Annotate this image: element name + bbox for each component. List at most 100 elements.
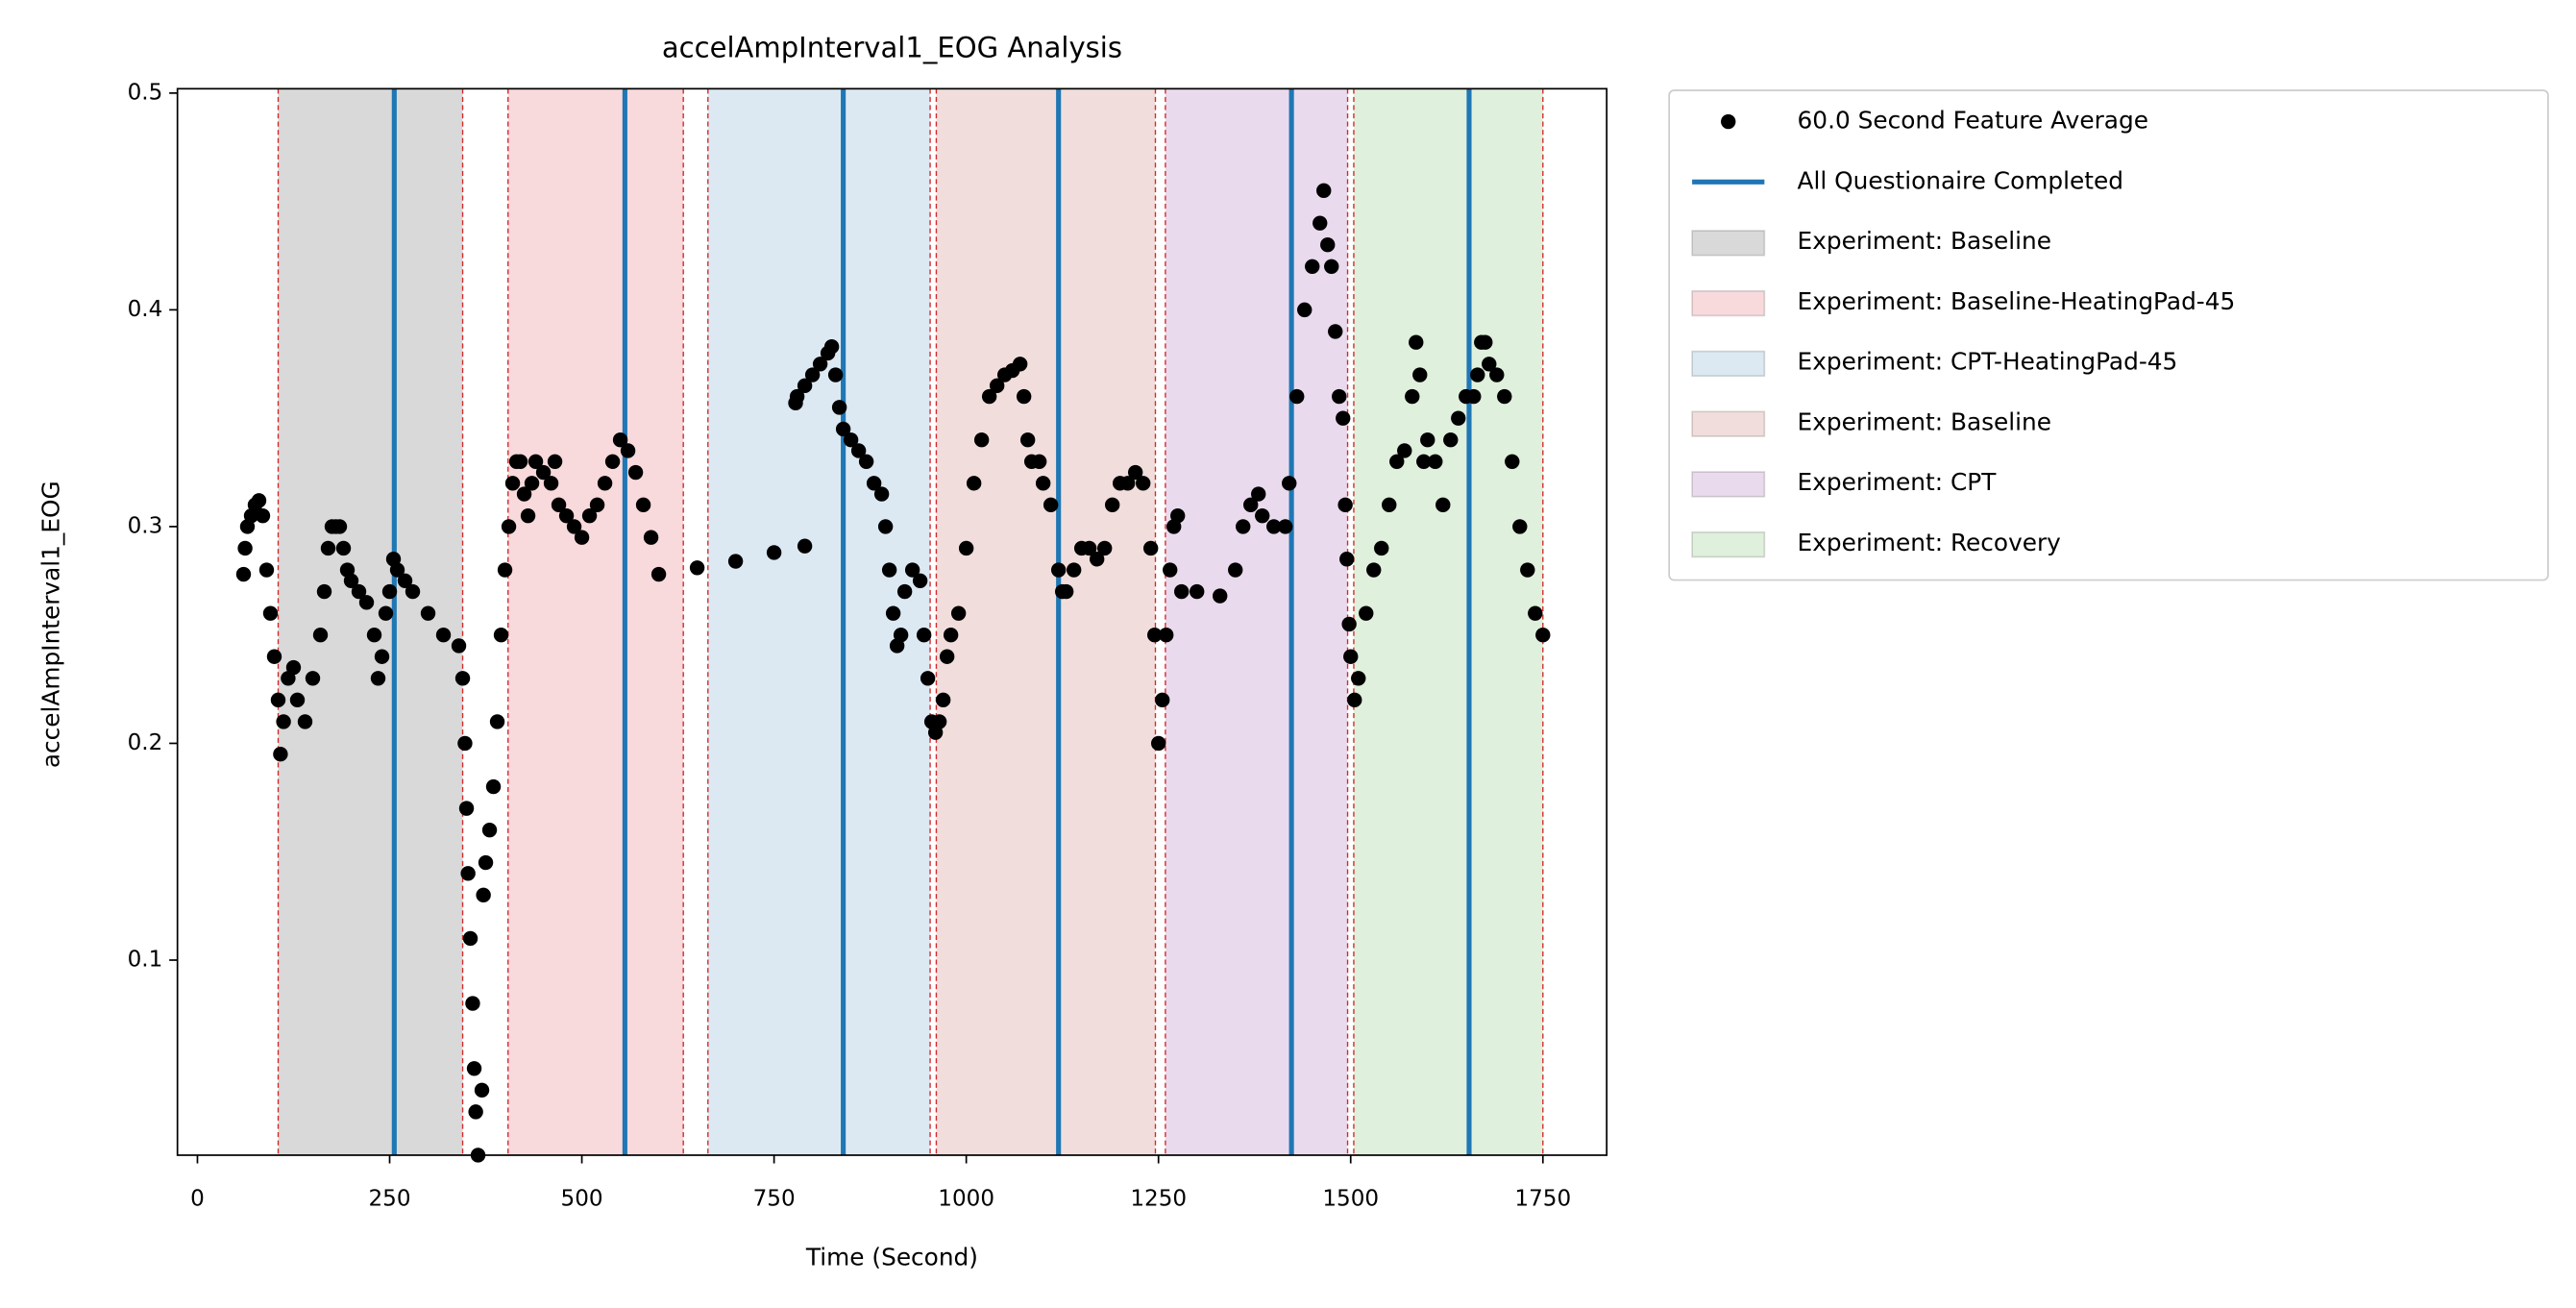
point: [823, 339, 840, 355]
point: [1397, 443, 1412, 458]
x-tick-label: 1500: [1322, 1187, 1379, 1212]
point: [1412, 367, 1428, 383]
x-tick-label: 750: [753, 1187, 796, 1212]
point: [465, 996, 480, 1011]
point: [1096, 540, 1113, 556]
point: [1159, 627, 1174, 643]
point: [405, 583, 421, 600]
point: [1104, 497, 1120, 513]
point: [1058, 583, 1074, 600]
point: [1470, 367, 1485, 383]
point: [643, 530, 659, 545]
point: [812, 357, 828, 372]
point: [612, 432, 628, 448]
point: [1416, 454, 1432, 469]
legend-marker: [1691, 350, 1766, 378]
point: [331, 519, 348, 534]
legend-label: Experiment: CPT-HeatingPad-45: [1798, 348, 2178, 376]
point: [850, 443, 867, 458]
point: [474, 1082, 490, 1098]
point: [497, 562, 513, 578]
point: [1089, 552, 1105, 567]
point: [516, 486, 532, 502]
point: [381, 583, 398, 600]
point: [1512, 519, 1528, 534]
point: [566, 519, 582, 534]
point: [1343, 649, 1359, 664]
point: [1143, 540, 1159, 556]
point: [1289, 388, 1305, 405]
point: [1337, 497, 1353, 513]
point: [351, 583, 367, 600]
point: [478, 854, 494, 871]
chart-title: accelAmpInterval1_EOG Analysis: [662, 31, 1122, 63]
x-tick-label: 500: [561, 1187, 603, 1212]
legend-marker: [1691, 471, 1766, 498]
point: [1155, 692, 1170, 708]
point: [512, 454, 528, 469]
point: [981, 388, 997, 405]
point: [589, 497, 605, 513]
legend-label: Experiment: CPT: [1798, 468, 1998, 496]
point: [524, 476, 540, 491]
point: [966, 476, 982, 491]
point: [1497, 388, 1512, 405]
point: [896, 583, 913, 600]
point: [1251, 486, 1266, 502]
point: [305, 671, 321, 686]
point: [1163, 562, 1178, 578]
point: [935, 692, 951, 708]
points: [235, 183, 1551, 1163]
point: [451, 638, 467, 654]
point: [973, 432, 990, 448]
point: [1451, 410, 1466, 426]
point: [1228, 562, 1243, 578]
span: [507, 88, 684, 1155]
point: [266, 649, 282, 664]
legend: 60.0 Second Feature Average All Questiona…: [1691, 107, 2235, 558]
point: [1347, 692, 1362, 708]
point: [893, 627, 909, 643]
point: [1409, 334, 1424, 350]
point: [1282, 476, 1297, 491]
point: [489, 714, 505, 729]
axes: 0 250 500 750 1000 1250 1500 1750 0.1 0.2 0.3 0.4 0.…: [128, 80, 1572, 1211]
point: [1489, 367, 1505, 383]
point: [235, 566, 252, 582]
point: [1351, 671, 1366, 686]
point: [1236, 519, 1251, 534]
point: [343, 573, 359, 589]
y-tick-label: 0.5: [128, 80, 163, 105]
point: [366, 627, 382, 643]
span: [278, 88, 463, 1155]
point: [1127, 464, 1143, 481]
point: [1535, 627, 1551, 643]
point: [547, 454, 563, 469]
point: [1443, 432, 1459, 448]
point: [939, 649, 955, 664]
point: [493, 627, 509, 643]
point: [1324, 259, 1339, 274]
point: [920, 671, 936, 686]
point: [1339, 552, 1355, 567]
point: [581, 507, 598, 524]
point: [370, 671, 386, 686]
point: [1043, 497, 1059, 513]
point: [1359, 605, 1374, 621]
point: [650, 566, 667, 582]
point: [481, 822, 498, 838]
point: [877, 519, 894, 534]
point: [397, 573, 413, 589]
point: [1528, 605, 1543, 621]
point: [485, 778, 502, 795]
point: [535, 464, 552, 481]
point: [766, 545, 782, 560]
legend-label: All Questionaire Completed: [1798, 166, 2123, 194]
point: [1389, 454, 1405, 469]
point: [989, 378, 1005, 394]
point: [1016, 388, 1032, 405]
point: [804, 367, 821, 383]
point: [289, 692, 306, 708]
point: [374, 649, 390, 664]
point: [1505, 454, 1520, 469]
